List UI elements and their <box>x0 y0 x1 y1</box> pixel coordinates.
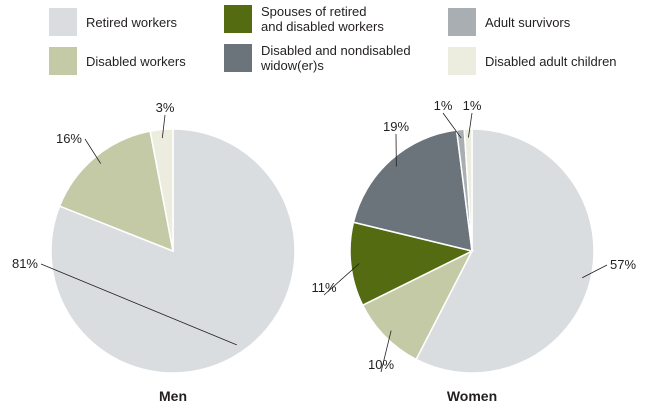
leader-line <box>323 263 360 296</box>
leader-line <box>84 138 102 164</box>
leader-line <box>468 112 473 138</box>
pie-slice-spouses <box>349 221 475 307</box>
leader-line <box>40 263 237 346</box>
legend-label: Disabled workers <box>86 54 186 69</box>
pie-slice-dac <box>149 128 174 252</box>
legend-swatch-spouses <box>224 5 252 33</box>
slice-label-disabled: 16% <box>56 131 82 146</box>
legend-label: Retired workers <box>86 15 178 30</box>
pie-slice-widowers <box>352 129 473 252</box>
pie-slice-disabled <box>361 249 474 361</box>
legend-swatch-adult_survivors <box>448 8 476 36</box>
legend-label: Disabled and nondisabled <box>261 43 411 58</box>
slice-label-dac: 3% <box>156 100 175 115</box>
pie-slice-disabled <box>58 130 174 253</box>
pie-slice-retired <box>415 128 595 374</box>
slice-label-retired: 81% <box>12 256 38 271</box>
slice-label-spouses: 11% <box>311 280 336 295</box>
legend-item-retired: Retired workers <box>49 8 178 36</box>
pie-title: Men <box>159 388 187 404</box>
slice-label-dac: 1% <box>463 98 482 113</box>
legend-label: and disabled workers <box>261 19 384 34</box>
pie-title: Women <box>447 388 497 404</box>
leader-line <box>582 264 608 279</box>
legend-swatch-dac <box>448 47 476 75</box>
legend-label: widow(er)s <box>260 58 324 73</box>
legend-label: Adult survivors <box>485 15 571 30</box>
legend-label: Spouses of retired <box>261 4 367 19</box>
legend-swatch-disabled <box>49 47 77 75</box>
legend-swatch-retired <box>49 8 77 36</box>
slice-label-widowers: 19% <box>383 119 409 134</box>
legend-swatch-widowers <box>224 44 252 72</box>
leader-line <box>161 114 166 139</box>
pie-women: 57% 10% 11% 19% 1% 1% Women <box>311 98 636 404</box>
slice-label-retired: 57% <box>610 257 636 272</box>
legend-label: Disabled adult children <box>485 54 617 69</box>
leader-line <box>442 112 462 139</box>
pie-men: 81% 16% 3% Men <box>12 100 296 404</box>
slice-label-disabled: 10% <box>368 357 394 372</box>
pie-slice-dac <box>463 128 473 252</box>
slice-label-adult_survivors: 1% <box>434 98 453 113</box>
leader-line <box>380 330 392 373</box>
legend-item-disabled: Disabled workers <box>49 47 186 75</box>
legend-item-adult_survivors: Adult survivors <box>448 8 571 36</box>
legend-item-dac: Disabled adult children <box>448 47 617 75</box>
